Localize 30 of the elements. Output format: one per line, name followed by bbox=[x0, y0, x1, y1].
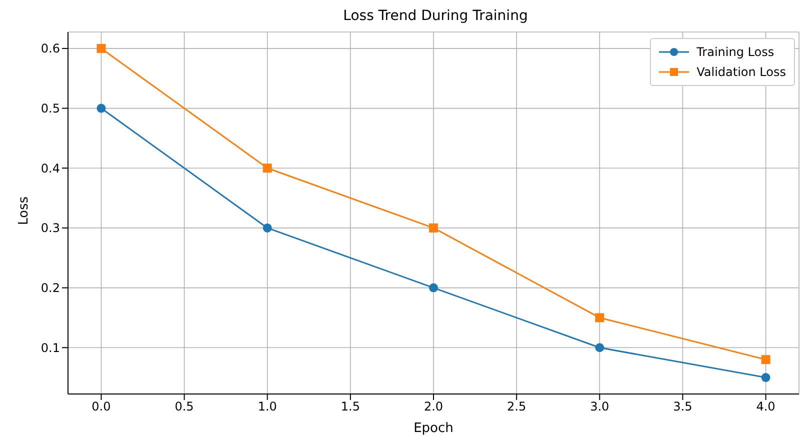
point bbox=[761, 355, 770, 364]
x-tick-label: 2.5 bbox=[507, 400, 526, 414]
point bbox=[429, 283, 438, 292]
x-tick-label: 0.0 bbox=[92, 400, 111, 414]
point bbox=[761, 373, 770, 382]
y-axis-title: Loss bbox=[16, 196, 32, 225]
x-tick-label: 0.5 bbox=[174, 400, 194, 414]
point bbox=[595, 343, 604, 352]
point bbox=[429, 223, 438, 232]
y-tick-label: 0.3 bbox=[40, 221, 60, 236]
y-tick-label: 0.1 bbox=[40, 340, 60, 355]
chart-title: Loss Trend During Training bbox=[342, 8, 529, 24]
legend-label: Training Loss bbox=[696, 45, 774, 59]
x-tick-label: 3.5 bbox=[673, 400, 692, 414]
x-axis-title: Epoch bbox=[414, 421, 454, 436]
x-tick-label: 1.5 bbox=[340, 400, 360, 414]
y-tick-label: 0.4 bbox=[40, 161, 60, 176]
x-tick-label: 4.0 bbox=[756, 400, 776, 414]
point bbox=[96, 104, 106, 113]
x-tick-label: 3.0 bbox=[590, 400, 610, 414]
y-tick-label: 0.2 bbox=[40, 281, 60, 296]
point bbox=[262, 164, 272, 173]
legend-label: Validation Loss bbox=[696, 65, 786, 79]
y-tick-label: 0.6 bbox=[40, 42, 60, 56]
point bbox=[595, 313, 604, 322]
y-tick-label: 0.5 bbox=[40, 102, 60, 116]
x-tick-label: 1.0 bbox=[258, 400, 277, 414]
point bbox=[96, 44, 106, 53]
x-tick-label: 2.0 bbox=[424, 400, 444, 414]
point bbox=[262, 223, 272, 232]
